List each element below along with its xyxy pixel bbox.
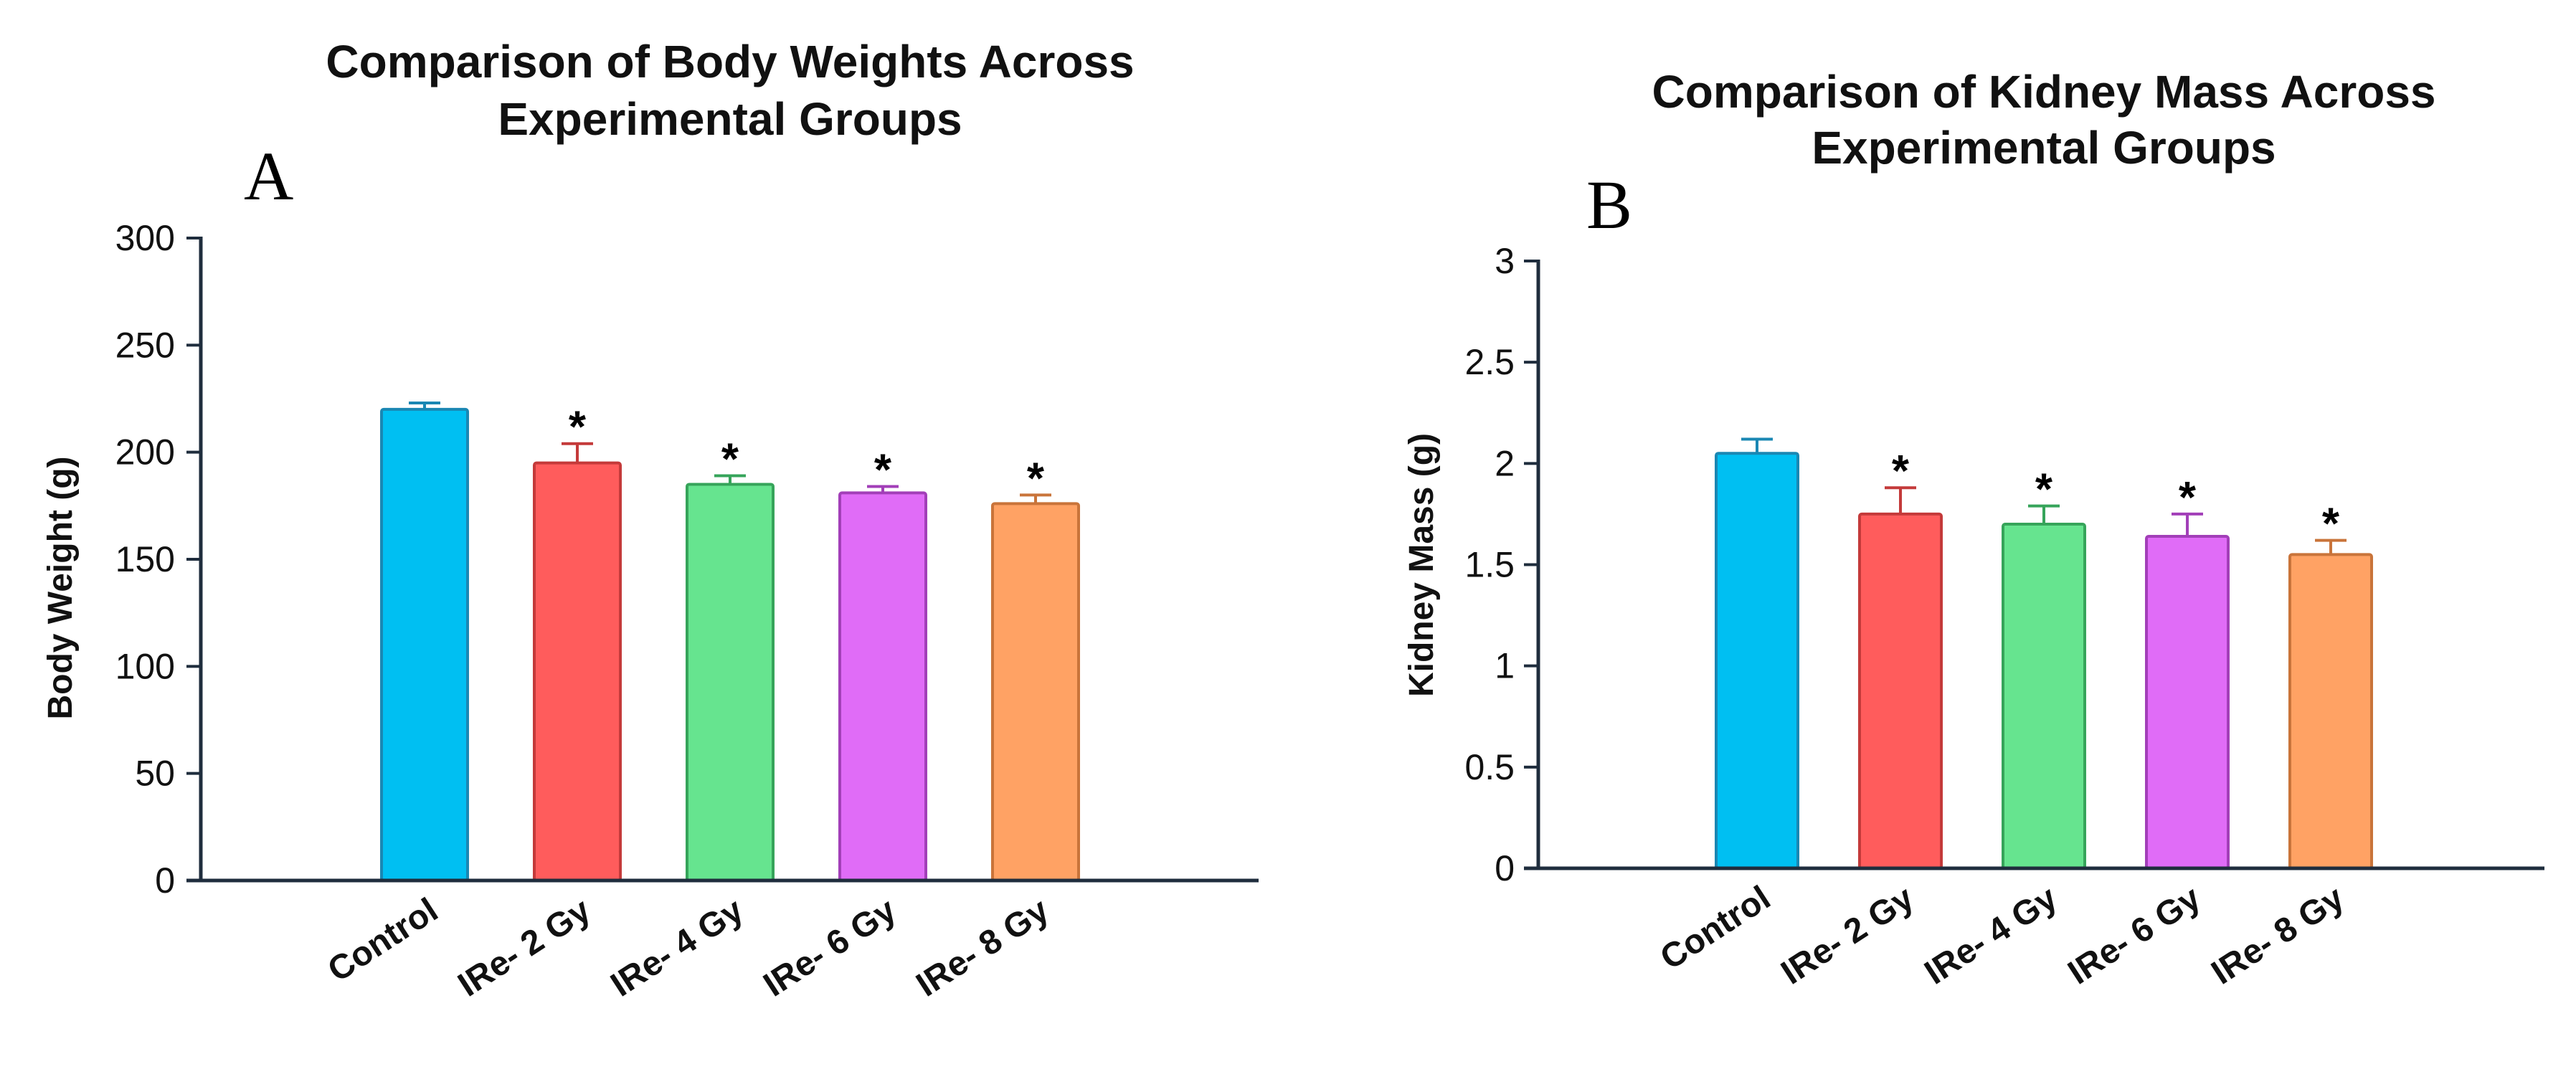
x-tick-label: IRe- 6 Gy: [757, 891, 904, 1005]
bar: [838, 491, 927, 882]
significance-marker: *: [569, 403, 587, 452]
x-tick-label: IRe- 4 Gy: [1918, 879, 2065, 992]
y-axis-ticks: 0 50 100 150 200 250 300: [115, 218, 201, 901]
bar: [2002, 523, 2086, 870]
y-axis-label: Body Weight (g): [42, 456, 80, 719]
bar: [533, 461, 622, 882]
y-tick-label: 150: [115, 539, 175, 579]
chart-panel-b: Comparison of Kidney Mass Across Experim…: [1403, 66, 2544, 992]
chart-title-line-2: Experimental Groups: [1812, 122, 2276, 174]
x-tick-label: IRe- 2 Gy: [452, 891, 598, 1005]
y-axis-ticks: 0 0.5 1 1.5 2 2.5 3: [1464, 241, 1538, 888]
panel-letter: B: [1586, 166, 1632, 243]
significance-marker: *: [1892, 447, 1910, 496]
y-tick-label: 1: [1495, 646, 1515, 686]
x-tick-label: Control: [321, 891, 445, 989]
x-tick-label: IRe- 2 Gy: [1775, 879, 1921, 992]
y-tick-label: 2: [1495, 443, 1515, 483]
bar: [1858, 512, 1943, 870]
y-axis-label: Kidney Mass (g): [1403, 433, 1441, 697]
y-tick-label: 3: [1495, 241, 1515, 281]
bar: [2288, 553, 2373, 870]
x-tick-label: IRe- 8 Gy: [910, 891, 1056, 1005]
chart-title-line-1: Comparison of Body Weights Across: [326, 36, 1134, 87]
y-tick-label: 100: [115, 646, 175, 686]
y-tick-label: 2.5: [1464, 342, 1515, 382]
y-tick-label: 0.5: [1464, 747, 1515, 787]
x-tick-label: IRe- 4 Gy: [605, 891, 751, 1005]
significance-marker: *: [721, 435, 739, 485]
y-tick-label: 1.5: [1464, 545, 1515, 585]
bar: [2145, 534, 2230, 870]
significance-marker: *: [2179, 473, 2197, 523]
x-tick-label: IRe- 8 Gy: [2205, 879, 2352, 992]
y-tick-label: 0: [1495, 848, 1515, 888]
bar: [686, 483, 775, 882]
y-tick-label: 300: [115, 218, 175, 258]
significance-marker: *: [874, 445, 892, 495]
bar-series: * * * *: [380, 401, 1080, 882]
y-tick-label: 200: [115, 432, 175, 473]
x-tick-label: Control: [1654, 879, 1777, 977]
significance-marker: *: [1027, 454, 1045, 503]
bar: [380, 407, 469, 882]
panel-letter: A: [244, 138, 293, 214]
x-tick-label: IRe- 6 Gy: [2062, 879, 2208, 992]
significance-marker: *: [2035, 465, 2053, 515]
chart-panel-a: Comparison of Body Weights Across Experi…: [42, 36, 1259, 1005]
y-tick-label: 0: [155, 860, 175, 901]
chart-title-line-2: Experimental Groups: [498, 93, 962, 145]
significance-marker: *: [2322, 500, 2340, 549]
y-tick-label: 250: [115, 325, 175, 365]
bar: [1715, 452, 1799, 870]
chart-title-line-1: Comparison of Kidney Mass Across: [1652, 66, 2436, 118]
bar: [991, 502, 1080, 882]
bar-series: * * * *: [1715, 437, 2373, 870]
y-tick-label: 50: [135, 754, 175, 794]
